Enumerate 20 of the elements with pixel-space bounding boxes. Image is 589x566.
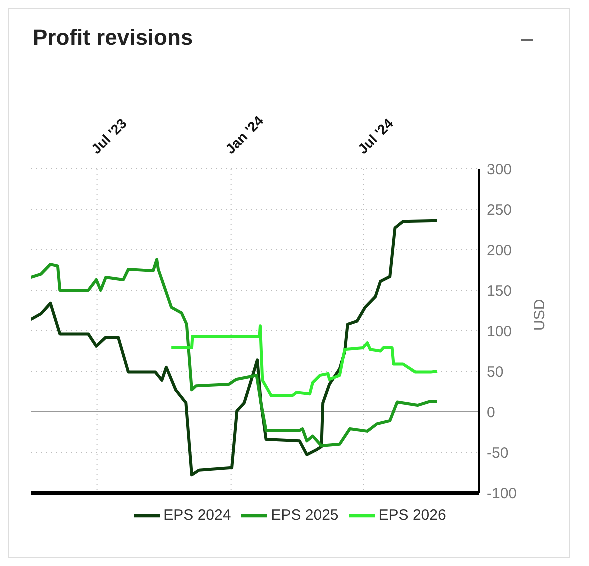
y-tick-label: 50 xyxy=(487,364,504,381)
y-tick-label: 200 xyxy=(487,242,512,260)
y-tick-label: 300 xyxy=(487,161,512,178)
y-tick-label: 250 xyxy=(487,202,512,219)
x-tick-label: Jul '23 xyxy=(88,115,130,158)
y-axis-title: USD xyxy=(531,299,548,331)
y-tick-label: 0 xyxy=(487,404,496,422)
legend-label: EPS 2026 xyxy=(378,506,446,524)
y-tick-label: -100 xyxy=(487,485,518,502)
x-tick-label: Jan '24 xyxy=(222,112,267,158)
legend-label: EPS 2025 xyxy=(271,506,339,524)
legend-label: EPS 2024 xyxy=(164,506,232,524)
line-series xyxy=(31,219,439,477)
y-tick-label: -50 xyxy=(487,444,509,462)
line-series xyxy=(170,324,439,398)
x-tick-label: Jul '24 xyxy=(354,115,397,158)
chart-title: Profit revisions xyxy=(33,25,194,51)
line-series xyxy=(31,258,439,448)
y-tick-label: 100 xyxy=(487,323,512,340)
y-tick-label: 150 xyxy=(487,282,512,300)
